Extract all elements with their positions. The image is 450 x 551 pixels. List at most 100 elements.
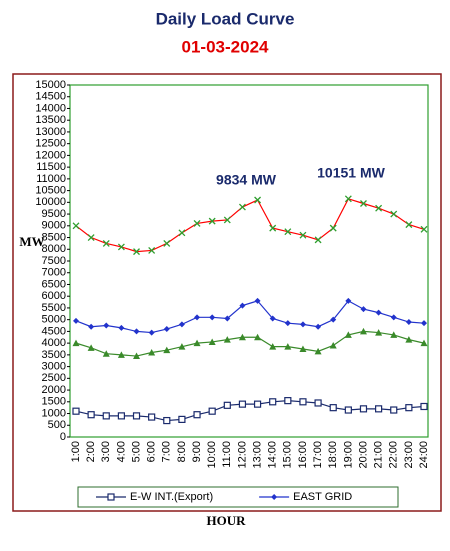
marker: [102, 350, 110, 357]
legend: [77, 486, 399, 508]
marker: [223, 336, 231, 343]
marker: [405, 404, 413, 412]
y-axis-label: MW: [19, 234, 44, 249]
y-tick-label: 2000: [42, 384, 66, 396]
marker: [117, 351, 125, 358]
y-tick-label: 1000: [42, 407, 66, 419]
marker: [284, 397, 292, 405]
x-tick-label: 22:00: [388, 441, 400, 469]
y-tick-label: 9000: [42, 220, 66, 232]
marker: [117, 243, 125, 251]
line: [75, 300, 425, 334]
marker: [238, 400, 247, 408]
marker: [132, 412, 141, 420]
marker: [148, 246, 156, 254]
marker: [87, 234, 95, 241]
marker: [208, 338, 216, 345]
x-tick-label: 2:00: [85, 441, 97, 462]
marker: [102, 412, 110, 420]
marker: [163, 239, 171, 247]
marker: [194, 314, 201, 321]
marker: [208, 217, 216, 225]
marker: [223, 216, 231, 224]
marker: [359, 405, 368, 413]
y-tick-label: 8500: [42, 231, 66, 243]
marker: [193, 219, 201, 227]
marker: [420, 402, 428, 411]
plot-area: [69, 84, 429, 438]
y-tick-label: 5000: [42, 314, 66, 326]
marker: [405, 336, 413, 343]
marker: [193, 339, 201, 347]
marker: [72, 407, 80, 415]
y-tick-label: 13000: [35, 126, 66, 138]
marker: [107, 493, 115, 501]
marker: [178, 343, 186, 350]
x-tick-label: 16:00: [297, 441, 309, 469]
marker: [238, 333, 246, 341]
marker: [254, 297, 261, 304]
marker: [209, 314, 216, 321]
x-tick-label: 21:00: [373, 441, 385, 469]
marker: [390, 331, 398, 338]
marker: [314, 347, 322, 355]
marker: [72, 339, 80, 347]
y-tick-label: 3500: [42, 349, 66, 361]
marker: [163, 346, 171, 354]
marker: [117, 412, 125, 420]
marker: [359, 327, 367, 335]
marker: [329, 341, 337, 349]
marker: [133, 352, 141, 360]
x-tick-label: 11:00: [221, 441, 233, 468]
line: [75, 198, 425, 253]
marker: [314, 236, 322, 244]
marker: [148, 413, 156, 421]
y-tick-label: 0: [60, 431, 66, 443]
marker: [299, 231, 307, 239]
marker: [163, 416, 171, 425]
marker: [87, 411, 95, 419]
marker: [102, 239, 110, 247]
marker: [390, 210, 398, 218]
x-tick-label: 10:00: [206, 441, 218, 469]
marker: [88, 323, 95, 330]
y-tick-label: 12500: [35, 138, 66, 150]
marker: [253, 400, 262, 408]
x-tick-label: 15:00: [282, 441, 294, 469]
marker: [345, 297, 352, 304]
marker: [344, 406, 352, 414]
y-tick-label: 15000: [35, 79, 66, 91]
y-tick-label: 11000: [36, 173, 66, 185]
marker: [375, 204, 383, 212]
marker: [103, 322, 110, 329]
marker: [269, 343, 277, 350]
x-tick-label: 12:00: [236, 441, 248, 469]
y-tick-label: 11500: [36, 161, 66, 173]
legend-label: E-W INT.(Export): [130, 491, 213, 503]
y-tick-label: 500: [48, 419, 66, 431]
y-tick-label: 14500: [35, 91, 66, 103]
y-tick-label: 8000: [42, 243, 66, 255]
marker: [73, 317, 79, 324]
marker: [360, 306, 367, 313]
marker: [284, 343, 292, 350]
x-tick-label: 19:00: [342, 441, 354, 469]
y-tick-label: 1500: [42, 396, 66, 408]
marker: [390, 314, 397, 321]
y-tick-label: 7000: [42, 267, 66, 279]
x-tick-label: 20:00: [357, 441, 369, 469]
y-tick-label: 9500: [42, 208, 66, 220]
chart-title: Daily Load Curve: [156, 9, 295, 28]
marker: [87, 344, 95, 351]
marker: [271, 494, 278, 500]
x-tick-label: 7:00: [161, 441, 173, 462]
y-tick-label: 13500: [35, 114, 66, 126]
marker: [133, 328, 140, 335]
y-tick-label: 3000: [42, 361, 66, 373]
marker: [254, 196, 262, 204]
marker: [284, 228, 292, 236]
x-tick-label: 24:00: [418, 441, 430, 469]
chart-subtitle: 01-03-2024: [182, 37, 270, 56]
marker: [269, 398, 277, 406]
marker: [329, 224, 337, 232]
